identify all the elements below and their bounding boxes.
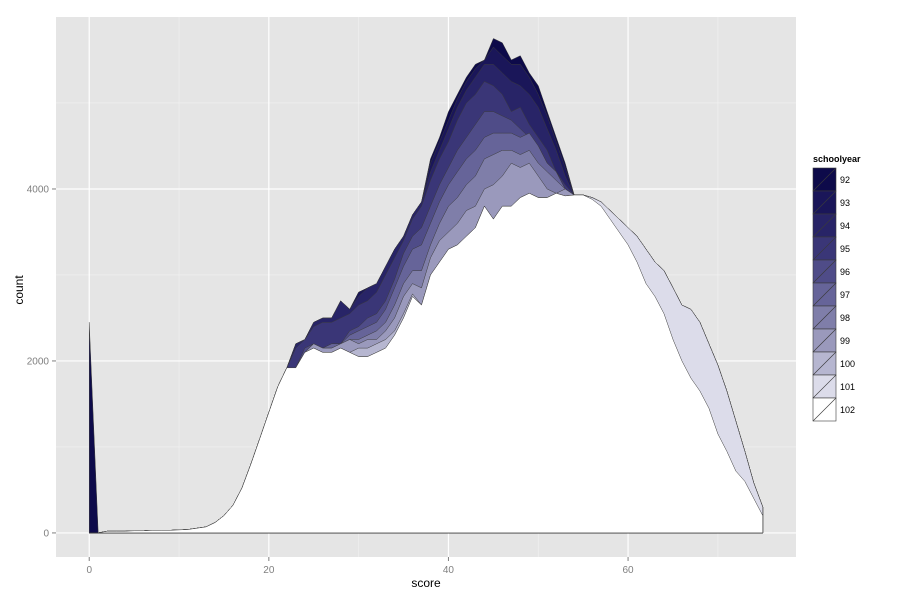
legend-key-diagonal	[812, 167, 837, 192]
y-axis-title: count	[12, 275, 26, 305]
legend-key-diagonal	[812, 351, 837, 376]
legend-title: schoolyear	[813, 154, 861, 164]
legend-key-diagonal	[812, 259, 837, 284]
legend: schoolyear 92 93 94 95 96 97 98 99 100 101 102	[812, 154, 861, 422]
legend-key-diagonal	[812, 236, 837, 261]
x-tick-label: 40	[443, 565, 455, 576]
legend-key-diagonal	[812, 397, 837, 422]
y-tick-label: 2000	[27, 356, 50, 367]
legend-label-94: 94	[840, 221, 850, 231]
legend-label-102: 102	[840, 405, 855, 415]
legend-key-diagonal	[812, 328, 837, 353]
legend-label-97: 97	[840, 290, 850, 300]
x-axis-title: score	[411, 576, 441, 590]
legend-label-92: 92	[840, 175, 850, 185]
legend-label-93: 93	[840, 198, 850, 208]
legend-key-diagonal	[812, 190, 837, 215]
x-tick-label: 0	[86, 565, 92, 576]
series-areas	[88, 38, 764, 534]
legend-key-diagonal	[812, 282, 837, 307]
legend-key-diagonal	[812, 213, 837, 238]
axes: 0 20 40 60 0 2000 4000	[27, 184, 634, 576]
y-tick-label: 0	[43, 528, 49, 539]
legend-label-98: 98	[840, 313, 850, 323]
legend-key-diagonal	[812, 305, 837, 330]
legend-label-95: 95	[840, 244, 850, 254]
y-tick-label: 4000	[27, 184, 50, 195]
legend-label-99: 99	[840, 336, 850, 346]
x-tick-label: 20	[263, 565, 275, 576]
legend-label-96: 96	[840, 267, 850, 277]
area-series-102	[88, 193, 764, 534]
legend-label-101: 101	[840, 382, 855, 392]
legend-key-diagonal	[812, 374, 837, 399]
legend-label-100: 100	[840, 359, 855, 369]
x-tick-label: 60	[623, 565, 635, 576]
